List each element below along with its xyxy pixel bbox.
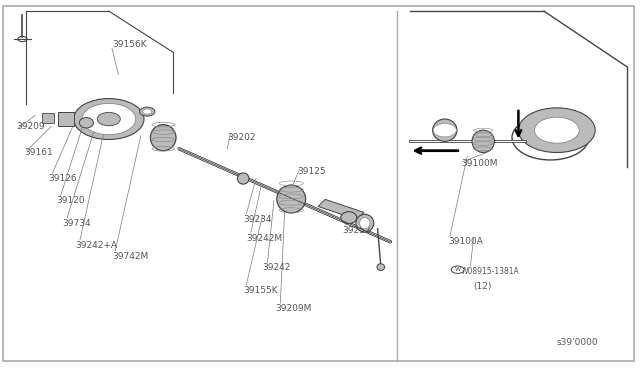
Ellipse shape <box>377 264 385 270</box>
Text: 39242: 39242 <box>262 263 291 272</box>
Ellipse shape <box>472 130 494 153</box>
Bar <box>42 113 54 123</box>
Text: 39155K: 39155K <box>243 286 278 295</box>
Ellipse shape <box>237 173 249 184</box>
Circle shape <box>140 107 155 116</box>
Bar <box>318 199 364 219</box>
Text: 39161: 39161 <box>24 148 53 157</box>
Text: W: W <box>454 267 461 272</box>
Text: 39242+A: 39242+A <box>76 241 118 250</box>
Ellipse shape <box>433 119 457 141</box>
Text: s39'0000: s39'0000 <box>557 338 598 347</box>
Text: 39209M: 39209M <box>275 304 312 313</box>
Text: 39100M: 39100M <box>461 159 497 168</box>
Text: 39242M: 39242M <box>246 234 282 243</box>
Text: 39209: 39209 <box>16 122 45 131</box>
Text: 39100A: 39100A <box>448 237 483 246</box>
Text: 39156K: 39156K <box>112 40 147 49</box>
Circle shape <box>534 117 579 143</box>
Circle shape <box>143 109 152 114</box>
Circle shape <box>451 266 464 273</box>
Ellipse shape <box>150 125 176 151</box>
Circle shape <box>433 124 456 137</box>
Ellipse shape <box>341 212 357 224</box>
Text: 39120: 39120 <box>56 196 85 205</box>
Text: W08915-1381A: W08915-1381A <box>461 267 520 276</box>
Circle shape <box>74 99 144 140</box>
Text: 39234: 39234 <box>243 215 272 224</box>
Ellipse shape <box>277 185 306 213</box>
Text: 39126: 39126 <box>48 174 77 183</box>
Ellipse shape <box>79 118 93 128</box>
Ellipse shape <box>360 218 370 229</box>
Circle shape <box>82 103 136 135</box>
Text: 39202: 39202 <box>227 133 256 142</box>
Text: 39252: 39252 <box>342 226 371 235</box>
Text: 39742M: 39742M <box>112 252 148 261</box>
Ellipse shape <box>356 214 374 232</box>
Bar <box>58 112 74 126</box>
Circle shape <box>97 112 120 126</box>
Text: 39125: 39125 <box>298 167 326 176</box>
Circle shape <box>518 108 595 153</box>
Text: 39734: 39734 <box>63 219 92 228</box>
Text: (12): (12) <box>474 282 492 291</box>
